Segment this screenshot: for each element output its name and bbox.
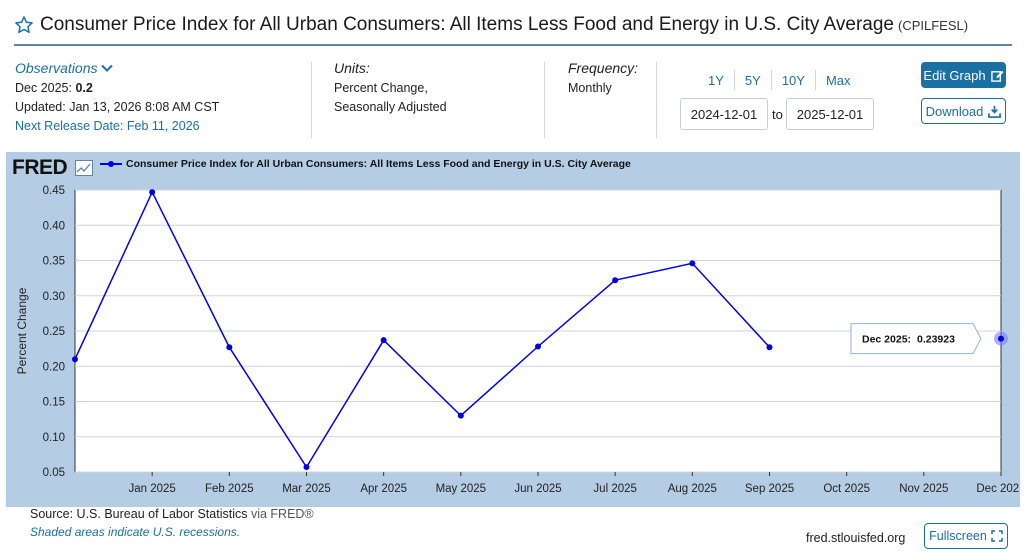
data-point (457, 412, 464, 419)
data-point (998, 335, 1004, 342)
tooltip-box (850, 323, 982, 355)
graph-panel: 0.05 0.10 0.15 0.20 0.25 0.30 0.35 0.40 0.45 Jan … (6, 152, 1020, 507)
divider (733, 70, 735, 90)
data-point (689, 260, 696, 267)
series-meta: Observations Dec 2025: 0.2 Updated: Jan … (0, 56, 1024, 146)
x-tick-label: Mar 2025 (282, 483, 331, 495)
x-tick-label: Jul 2025 (593, 483, 636, 495)
source-text: Source: U.S. Bureau of Labor Statistics … (30, 507, 314, 521)
fullscreen-icon (991, 530, 1003, 542)
data-point (226, 344, 233, 351)
y-tick-label: 0.45 (43, 185, 65, 197)
units-block: Units: Percent Change, Seasonally Adjust… (334, 60, 447, 114)
range-1y-button[interactable]: 1Y (708, 72, 724, 88)
data-point (380, 337, 387, 344)
units-line-1: Percent Change, (334, 81, 428, 95)
download-label: Download (925, 103, 984, 119)
y-tick-label: 0.40 (43, 220, 65, 232)
data-point (303, 464, 310, 471)
series-line (74, 190, 771, 469)
fullscreen-button[interactable]: Fullscreen (924, 523, 1008, 549)
observations-block: Observations Dec 2025: 0.2 Updated: Jan … (15, 60, 219, 133)
edit-graph-label: Edit Graph (923, 67, 986, 83)
y-tick-label: 0.20 (43, 361, 65, 373)
next-release-link[interactable]: Next Release Date: Feb 11, 2026 (15, 119, 200, 133)
series-id: (CPILFESL) (897, 17, 969, 33)
observations-toggle[interactable]: Observations (15, 60, 219, 76)
download-icon (988, 105, 1002, 118)
divider (770, 70, 772, 90)
data-point (766, 344, 773, 351)
x-tick-label: Jun 2025 (514, 483, 561, 495)
x-tick-label: Jan 2025 (129, 483, 176, 495)
legend-label: Consumer Price Index for All Urban Consu… (126, 158, 631, 170)
frequency-value: Monthly (568, 81, 612, 95)
x-tick-label: Dec 2025 (976, 483, 1020, 495)
end-date-input[interactable]: 2025-12-01 (786, 98, 874, 130)
x-tick-label: Oct 2025 (823, 483, 870, 495)
edit-graph-button[interactable]: Edit Graph (921, 62, 1006, 88)
data-point (535, 343, 541, 350)
y-tick-label: 0.25 (43, 326, 65, 338)
edit-icon (990, 70, 1004, 82)
star-icon[interactable] (14, 15, 34, 35)
latest-label: Dec 2025: (15, 81, 72, 95)
y-tick-label: 0.15 (43, 397, 65, 409)
date-to-label: to (772, 107, 783, 122)
source-label: Source: U.S. Bureau of Labor Statistics (30, 507, 248, 521)
divider (656, 62, 657, 138)
y-axis-label: Percent Change (15, 287, 29, 374)
divider (544, 62, 545, 138)
observations-label: Observations (15, 60, 98, 76)
x-tick-label: Sep 2025 (745, 483, 794, 495)
latest-value: 0.2 (75, 81, 93, 95)
frequency-label: Frequency: (568, 60, 639, 76)
divider (814, 70, 816, 90)
page-header: Consumer Price Index for All Urban Consu… (14, 14, 1012, 46)
tooltip-label: Dec 2025: (862, 334, 911, 346)
start-date-input[interactable]: 2024-12-01 (680, 98, 768, 130)
x-tick-label: Feb 2025 (205, 483, 254, 495)
fred-logo: FRED (12, 156, 68, 179)
data-point (72, 356, 78, 363)
page-title: Consumer Price Index for All Urban Consu… (40, 14, 894, 35)
y-tick-label: 0.30 (43, 291, 65, 303)
source-via: via FRED® (250, 507, 314, 521)
range-10y-button[interactable]: 10Y (781, 72, 805, 88)
updated-text: Updated: Jan 13, 2026 8:08 AM CST (15, 100, 220, 114)
units-label: Units: (334, 60, 370, 76)
y-tick-label: 0.05 (43, 467, 65, 479)
range-5y-button[interactable]: 5Y (744, 72, 761, 88)
x-tick-label: Aug 2025 (668, 483, 717, 495)
chart-legend: Consumer Price Index for All Urban Consu… (100, 158, 631, 170)
range-buttons: 1Y 5Y 10Y Max (698, 70, 861, 90)
frequency-block: Frequency: Monthly (568, 60, 638, 95)
units-line-2: Seasonally Adjusted (334, 100, 447, 114)
download-button[interactable]: Download (921, 98, 1006, 124)
fullscreen-label: Fullscreen (929, 529, 987, 543)
data-point (612, 277, 619, 284)
x-tick-label: May 2025 (436, 483, 487, 495)
x-tick-label: Nov 2025 (899, 483, 948, 495)
line-chart[interactable]: 0.05 0.10 0.15 0.20 0.25 0.30 0.35 0.40 0.45 Jan … (6, 152, 1020, 507)
range-max-button[interactable]: Max (825, 72, 851, 88)
fred-url[interactable]: fred.stlouisfed.org (806, 531, 906, 545)
divider (311, 62, 312, 138)
recession-note: Shaded areas indicate U.S. recessions. (30, 525, 241, 539)
y-tick-label: 0.10 (43, 432, 65, 444)
trend-graph-icon (75, 160, 93, 176)
latest-observation: Dec 2025: 0.2 (15, 81, 219, 95)
tooltip-value: 0.23923 (917, 334, 955, 346)
graph-footer: Source: U.S. Bureau of Labor Statistics … (0, 507, 1024, 553)
chevron-down-icon (101, 64, 114, 72)
x-tick-label: Apr 2025 (360, 483, 407, 495)
legend-swatch (100, 161, 122, 167)
data-point (149, 189, 156, 196)
y-tick-label: 0.35 (43, 256, 65, 268)
